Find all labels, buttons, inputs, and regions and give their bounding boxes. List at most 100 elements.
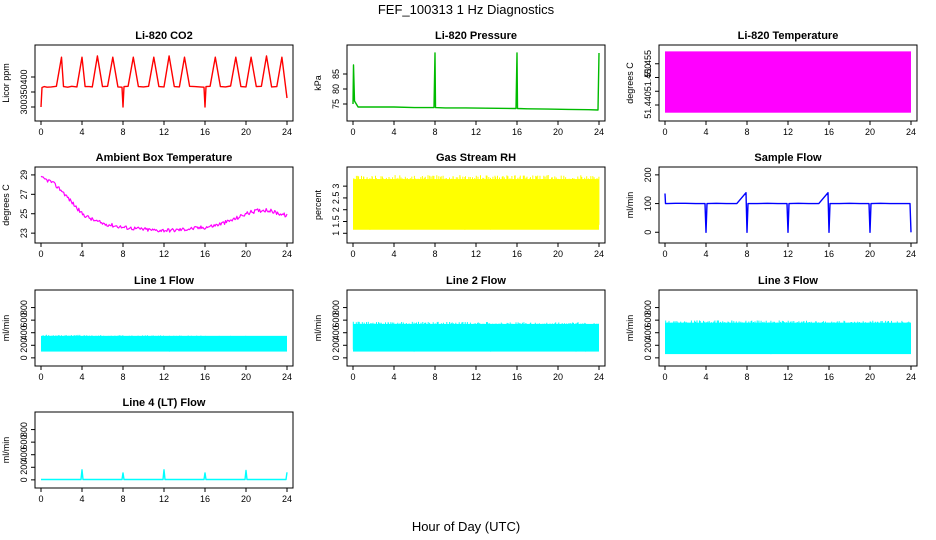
- panel-series: [41, 334, 287, 352]
- chart-panel-4: Ambient Box Temperature degrees C 0 4 8 12 16 2…: [1, 152, 294, 259]
- y-tick-label: 100: [643, 196, 653, 211]
- y-tick-label: 400: [19, 69, 29, 84]
- panel-title: Line 3 Flow: [758, 275, 818, 287]
- x-tick-label: 16: [824, 127, 834, 137]
- y-tick-label: 200: [643, 338, 653, 353]
- y-tick-label: 51.450: [643, 64, 653, 92]
- panel-series: [41, 469, 288, 481]
- panel-series: [665, 51, 911, 113]
- series-band: [665, 51, 911, 113]
- x-tick-label: 16: [824, 249, 834, 259]
- y-tick-label: 2: [331, 207, 341, 212]
- panel-series: [40, 55, 288, 108]
- panel-title: Line 1 Flow: [134, 275, 194, 287]
- panel-ylabel: degrees C: [1, 184, 11, 226]
- y-tick-label: 80: [331, 84, 341, 94]
- x-tick-label: 12: [159, 494, 169, 504]
- panel-title: Gas Stream RH: [436, 152, 516, 164]
- y-tick-label: 1: [331, 231, 341, 236]
- x-tick-label: 20: [865, 249, 875, 259]
- x-tick-label: 16: [200, 372, 210, 382]
- y-tick-label: 600: [19, 435, 29, 450]
- y-tick-label: 1.5: [331, 215, 341, 228]
- y-tick-label: 0: [643, 355, 653, 360]
- x-tick-label: 20: [865, 127, 875, 137]
- figure-title: FEF_100313 1 Hz Diagnostics: [378, 2, 555, 17]
- figure-xlabel: Hour of Day (UTC): [412, 519, 520, 534]
- x-tick-label: 8: [120, 127, 125, 137]
- x-tick-label: 12: [159, 372, 169, 382]
- x-tick-label: 0: [350, 249, 355, 259]
- x-tick-label: 20: [865, 372, 875, 382]
- x-tick-label: 24: [594, 372, 604, 382]
- y-tick-label: 350: [19, 84, 29, 99]
- x-tick-label: 0: [38, 249, 43, 259]
- x-tick-label: 4: [79, 249, 84, 259]
- x-tick-label: 0: [662, 249, 667, 259]
- x-tick-label: 16: [512, 249, 522, 259]
- x-tick-label: 8: [432, 372, 437, 382]
- x-tick-label: 0: [38, 127, 43, 137]
- y-tick-label: 600: [643, 313, 653, 328]
- x-tick-label: 24: [282, 494, 292, 504]
- y-tick-label: 27: [19, 189, 29, 199]
- x-tick-label: 12: [783, 372, 793, 382]
- x-tick-label: 16: [200, 127, 210, 137]
- panel-title: Line 4 (LT) Flow: [123, 397, 206, 409]
- x-tick-label: 20: [553, 127, 563, 137]
- y-tick-label: 51.455: [643, 50, 653, 78]
- x-tick-label: 24: [282, 372, 292, 382]
- y-tick-label: 800: [643, 300, 653, 315]
- panel-ylabel: degrees C: [625, 62, 635, 104]
- panel-ylabel: Licor ppm: [1, 63, 11, 103]
- series-line: [41, 469, 288, 481]
- series-noise: [42, 334, 286, 352]
- panel-series: [353, 175, 600, 230]
- x-tick-label: 20: [553, 249, 563, 259]
- x-tick-label: 8: [432, 127, 437, 137]
- series-line: [352, 52, 600, 111]
- x-tick-label: 8: [744, 372, 749, 382]
- x-tick-label: 16: [200, 249, 210, 259]
- x-tick-label: 20: [553, 372, 563, 382]
- y-tick-label: 200: [19, 338, 29, 353]
- x-tick-label: 12: [471, 127, 481, 137]
- y-tick-label: 0: [643, 230, 653, 235]
- series-line: [40, 55, 288, 108]
- chart-panel-7: Line 1 Flow ml/min 0 4 8 12 16 20 24 0 20040060080…: [1, 275, 294, 382]
- x-tick-label: 24: [282, 249, 292, 259]
- x-tick-label: 4: [703, 372, 708, 382]
- x-tick-label: 24: [594, 127, 604, 137]
- x-tick-label: 8: [744, 127, 749, 137]
- y-tick-label: 200: [331, 338, 341, 353]
- x-tick-label: 4: [391, 127, 396, 137]
- y-tick-label: 200: [19, 460, 29, 475]
- panel-ylabel: ml/min: [625, 315, 635, 342]
- x-tick-label: 12: [159, 127, 169, 137]
- panel-series: [665, 320, 911, 355]
- panel-series: [352, 52, 600, 111]
- x-tick-label: 8: [120, 372, 125, 382]
- x-tick-label: 0: [38, 494, 43, 504]
- y-tick-label: 25: [19, 209, 29, 219]
- x-tick-label: 4: [391, 249, 396, 259]
- y-tick-label: 2.5: [331, 192, 341, 205]
- y-tick-label: 0: [331, 355, 341, 360]
- y-tick-label: 800: [19, 300, 29, 315]
- y-tick-label: 75: [331, 99, 341, 109]
- series-noise: [352, 321, 599, 352]
- series-line: [664, 192, 912, 233]
- x-tick-label: 20: [241, 494, 251, 504]
- x-tick-label: 8: [744, 249, 749, 259]
- chart-panel-10: Line 4 (LT) Flow ml/min 0 4 8 12 16 20 24 0 200400…: [1, 397, 294, 504]
- panel-ylabel: percent: [313, 189, 323, 220]
- y-tick-label: 600: [19, 313, 29, 328]
- y-tick-label: 3: [331, 184, 341, 189]
- y-tick-label: 400: [19, 447, 29, 462]
- series-noise: [665, 320, 911, 355]
- panel-title: Li-820 Temperature: [738, 30, 839, 42]
- x-tick-label: 16: [512, 372, 522, 382]
- y-tick-label: 400: [19, 325, 29, 340]
